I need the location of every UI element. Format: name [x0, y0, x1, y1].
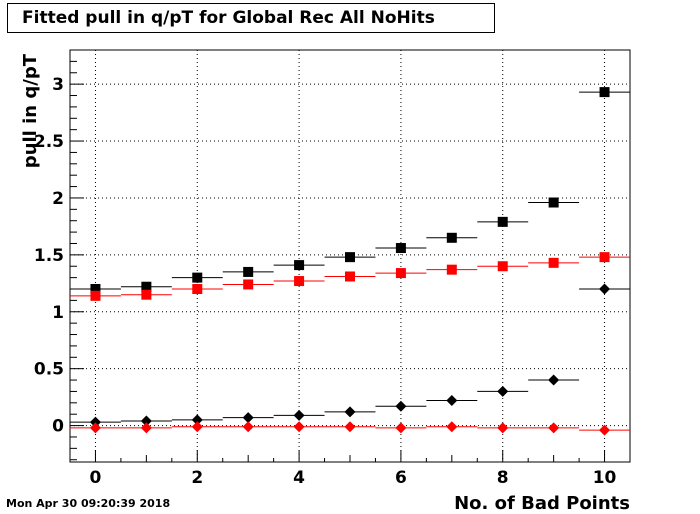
- data-point-diamond: [599, 283, 611, 295]
- data-point-square: [141, 281, 152, 292]
- data-point-square: [599, 87, 610, 98]
- data-point-diamond: [395, 400, 407, 412]
- y-tick-label: 1.5: [34, 246, 64, 266]
- y-tick-label: 0: [52, 417, 64, 437]
- data-point-diamond: [242, 412, 254, 424]
- data-point-diamond: [497, 385, 509, 397]
- data-point-diamond: [89, 422, 101, 434]
- data-point-square: [599, 252, 610, 263]
- x-tick-label: 8: [497, 468, 509, 488]
- data-point-diamond: [548, 422, 560, 434]
- data-point-square: [345, 271, 355, 282]
- x-tick-label: 6: [395, 468, 407, 488]
- data-point-square: [243, 266, 254, 277]
- data-point-diamond: [446, 421, 458, 433]
- series-1: [70, 87, 630, 295]
- x-tick-label: 10: [593, 468, 617, 488]
- y-tick-label: 3: [52, 75, 64, 95]
- data-point-diamond: [293, 409, 305, 421]
- axes: 0 2 4 6 8 10 0 0.5 1 1.5 2 2.5 3: [34, 49, 631, 488]
- y-axis-label: pull in q/pT: [20, 53, 41, 168]
- x-tick-label: 0: [90, 468, 102, 488]
- data-point-diamond: [140, 415, 152, 427]
- data-point-diamond: [344, 421, 356, 433]
- data-point-diamond: [191, 414, 203, 426]
- data-point-diamond: [140, 422, 152, 434]
- data-point-square: [497, 261, 508, 272]
- data-point-diamond: [497, 422, 509, 434]
- x-tick-label: 4: [293, 468, 305, 488]
- x-axis-label: No. of Bad Points: [454, 493, 630, 514]
- data-point-square: [395, 268, 406, 279]
- timestamp: Mon Apr 30 09:20:39 2018: [6, 497, 171, 510]
- data-point-square: [497, 216, 508, 227]
- data-point-square: [548, 197, 559, 208]
- data-point-diamond: [548, 374, 560, 386]
- data-point-diamond: [395, 422, 407, 434]
- data-point-square: [141, 289, 152, 300]
- data-point-square: [345, 252, 355, 263]
- data-point-diamond: [191, 421, 203, 433]
- data-point-square: [548, 257, 559, 268]
- y-tick-label: 1: [52, 303, 64, 323]
- data-point-square: [243, 279, 254, 290]
- data-point-square: [294, 260, 305, 271]
- data-point-square: [90, 284, 101, 295]
- data-point-square: [90, 290, 101, 301]
- y-tick-label: 0.5: [34, 360, 64, 380]
- series-2: [70, 252, 630, 301]
- series-4: [70, 421, 630, 436]
- data-point-diamond: [242, 421, 254, 433]
- series: [70, 87, 630, 436]
- data-point-diamond: [344, 406, 356, 418]
- data-point-square: [446, 264, 457, 275]
- data-point-square: [192, 272, 203, 283]
- x-tick-label: 2: [191, 468, 203, 488]
- data-point-square: [294, 276, 305, 287]
- data-point-diamond: [446, 395, 458, 407]
- y-tick-label: 2: [52, 189, 64, 209]
- data-point-square: [192, 284, 203, 295]
- data-point-square: [395, 243, 406, 254]
- series-3: [70, 283, 630, 428]
- y-tick-label: 2.5: [34, 132, 64, 152]
- data-point-square: [446, 232, 457, 243]
- data-point-diamond: [89, 416, 101, 428]
- data-point-diamond: [599, 424, 611, 436]
- data-point-diamond: [293, 421, 305, 433]
- chart-title: Fitted pull in q/pT for Global Rec All N…: [7, 3, 495, 33]
